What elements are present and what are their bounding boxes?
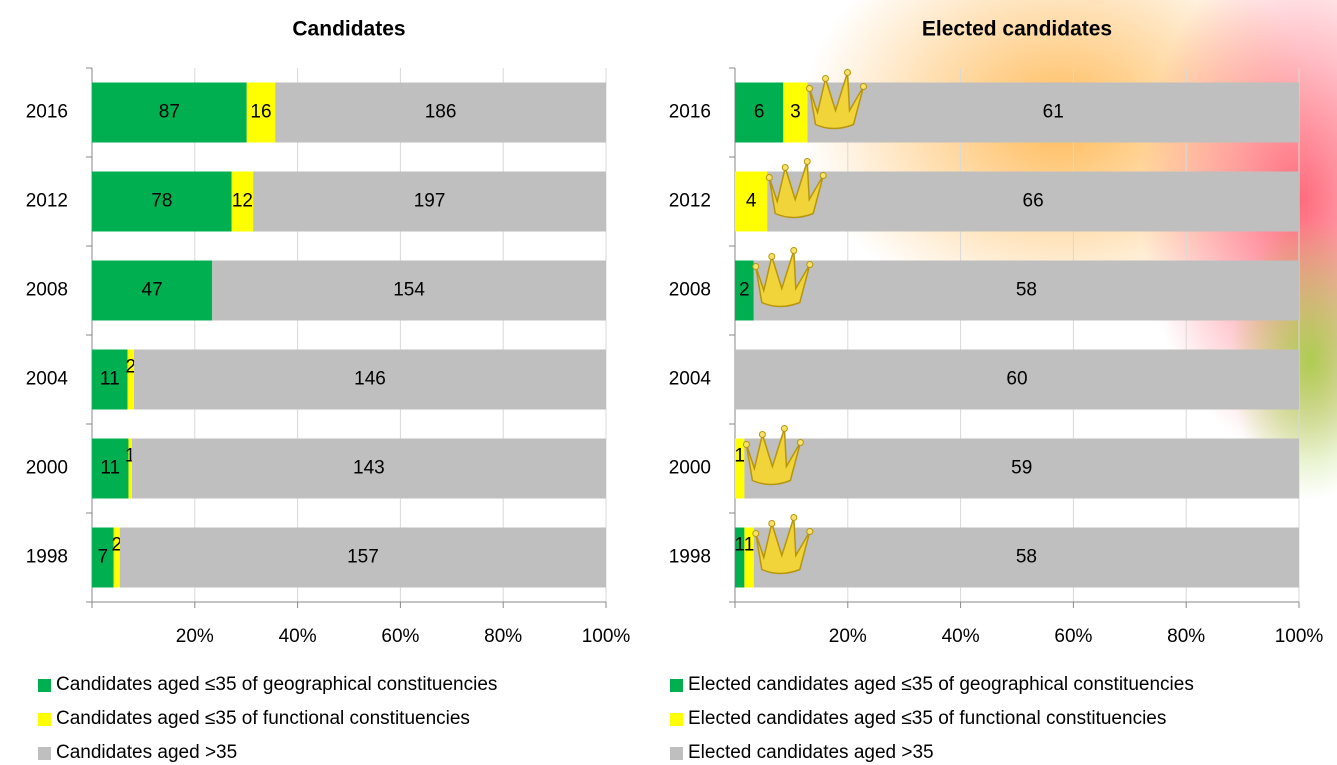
x-tick-label: 40% [942, 626, 980, 647]
data-label: 66 [1023, 191, 1044, 212]
x-tick-label: 100% [582, 626, 631, 647]
chart: Elected candidates 20% 40% 60% 80% 100% 2016 6 3… [669, 18, 1324, 763]
data-label: 143 [353, 458, 385, 479]
legend-swatch [38, 747, 51, 760]
data-label: 157 [347, 547, 379, 568]
data-label: 60 [1006, 369, 1027, 390]
crown-ball [743, 442, 749, 448]
x-tick-label: 80% [484, 626, 522, 647]
data-label: 58 [1016, 280, 1037, 301]
y-tick-label: 2008 [26, 280, 68, 301]
chart-title: Elected candidates [922, 18, 1112, 41]
y-tick-label: 1998 [669, 547, 711, 568]
crown-ball [804, 159, 810, 165]
data-label: 6 [754, 102, 765, 123]
data-label: 146 [354, 369, 386, 390]
data-label: 197 [414, 191, 446, 212]
data-label: 61 [1043, 102, 1064, 123]
legend-label: Elected candidates aged >35 [688, 742, 934, 763]
legend-label: Elected candidates aged ≤35 of geographi… [688, 674, 1194, 695]
crown-ball [781, 426, 787, 432]
legend-label: Candidates aged ≤35 of geographical cons… [56, 674, 497, 695]
data-label: 154 [393, 280, 425, 301]
y-tick-label: 2004 [669, 369, 712, 390]
y-tick-label: 2016 [669, 102, 711, 123]
data-label: 186 [425, 102, 457, 123]
y-tick-label: 2004 [26, 369, 69, 390]
y-tick-label: 2000 [669, 458, 711, 479]
crown-ball [766, 175, 772, 181]
x-tick-label: 40% [279, 626, 317, 647]
x-tick-label: 20% [176, 626, 214, 647]
x-tick-label: 20% [829, 626, 867, 647]
legend-swatch [38, 679, 51, 692]
crown-ball [759, 432, 765, 438]
crown-ball [807, 86, 813, 92]
x-tick-label: 60% [1054, 626, 1092, 647]
crown-ball [820, 173, 826, 179]
y-tick-label: 2012 [26, 191, 68, 212]
data-label: 59 [1011, 458, 1032, 479]
crown-ball [791, 248, 797, 254]
y-tick-label: 2016 [26, 102, 68, 123]
data-label: 11 [100, 369, 120, 390]
data-label: 11 [100, 458, 120, 479]
crown-ball [753, 264, 759, 270]
data-label: 3 [790, 102, 801, 123]
data-label: 1 [744, 535, 755, 556]
chart-title: Candidates [292, 18, 405, 41]
legend-swatch [38, 713, 51, 726]
data-label: 58 [1016, 547, 1037, 568]
legend-label: Candidates aged >35 [56, 742, 237, 763]
crown-ball [769, 521, 775, 527]
x-tick-label: 60% [381, 626, 419, 647]
crown-ball [823, 76, 829, 82]
legend-swatch [670, 679, 683, 692]
crown-ball [791, 515, 797, 521]
legend-label: Elected candidates aged ≤35 of functiona… [688, 708, 1166, 729]
data-label: 87 [159, 102, 180, 123]
crown-ball [845, 70, 851, 76]
data-label: 16 [250, 102, 271, 123]
y-tick-label: 2012 [669, 191, 711, 212]
chart: Candidates 20% 40% 60% 80% 100% 2016 87 16 186 201… [26, 18, 631, 763]
data-label: 1 [734, 446, 745, 467]
data-label: 2 [739, 280, 750, 301]
data-label: 7 [98, 547, 109, 568]
y-tick-label: 1998 [26, 547, 68, 568]
background-decoration [800, 0, 1337, 500]
crown-ball [769, 254, 775, 260]
data-label: 4 [746, 191, 757, 212]
data-label: 12 [232, 191, 253, 212]
crown-ball [782, 165, 788, 171]
page: Candidates20%40%60%80%100%20168716186201… [0, 0, 1337, 765]
crown-ball [807, 262, 813, 268]
crown-ball [861, 84, 867, 90]
y-tick-label: 2000 [26, 458, 68, 479]
y-tick-label: 2008 [669, 280, 711, 301]
x-tick-label: 80% [1167, 626, 1205, 647]
data-label: 78 [151, 191, 172, 212]
crown-ball [807, 529, 813, 535]
data-label: 47 [142, 280, 163, 301]
crown-ball [797, 440, 803, 446]
legend-swatch [670, 747, 683, 760]
legend-label: Candidates aged ≤35 of functional consti… [56, 708, 470, 729]
legend-swatch [670, 713, 683, 726]
crown-ball [753, 531, 759, 537]
x-tick-label: 100% [1275, 626, 1324, 647]
